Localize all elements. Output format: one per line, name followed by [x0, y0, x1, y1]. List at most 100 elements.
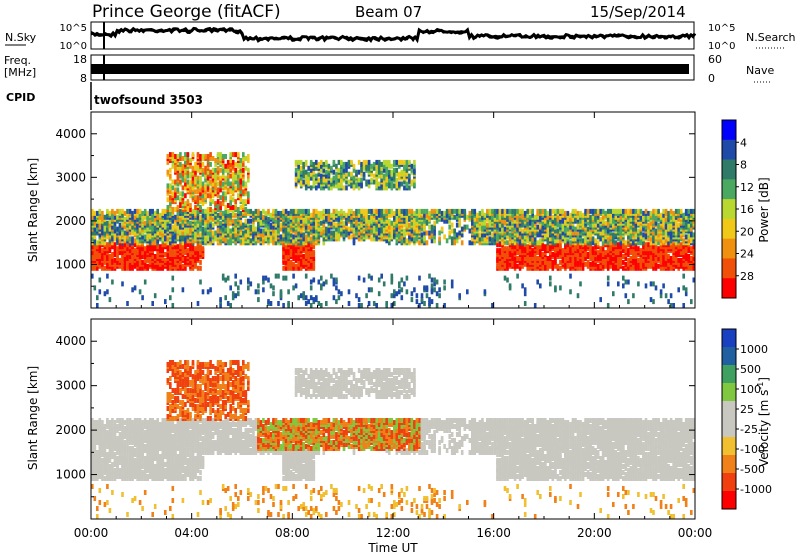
power-cell: [304, 234, 308, 240]
power-cell: [448, 224, 451, 230]
power-cell: [453, 240, 456, 246]
power-cell: [445, 218, 449, 224]
power-cell: [309, 285, 313, 291]
power-cell: [506, 277, 509, 283]
power-cell: [169, 189, 172, 195]
power-cell: [521, 259, 524, 265]
power-cell: [498, 242, 502, 248]
power-cell: [337, 159, 341, 165]
power-cell: [511, 208, 514, 214]
power-cell: [430, 232, 434, 238]
power-cell: [272, 216, 275, 222]
power-cell: [425, 212, 429, 218]
power-cell: [599, 216, 602, 222]
power-cell: [226, 177, 230, 183]
power-cell: [221, 273, 225, 279]
power-cell: [357, 303, 361, 308]
power-cell: [443, 234, 446, 240]
power-cell: [601, 228, 605, 234]
power-cell: [309, 167, 313, 173]
power-cell: [209, 230, 212, 236]
power-cell: [312, 161, 316, 167]
power-cell: [179, 179, 182, 185]
power-cell: [189, 193, 192, 199]
power-cell: [279, 234, 283, 240]
power-cell: [191, 185, 195, 191]
power-cell: [574, 216, 577, 222]
power-cell: [337, 210, 341, 216]
power-cell: [181, 210, 185, 216]
power-cell: [604, 257, 607, 263]
power-cell: [342, 185, 346, 191]
power-cell: [231, 185, 235, 191]
power-cell: [174, 154, 177, 159]
power-cell: [121, 244, 124, 250]
power-cell: [315, 218, 318, 224]
power-cell: [294, 159, 298, 165]
power-cell: [393, 293, 396, 299]
power-cell: [398, 216, 401, 222]
power-cell: [320, 210, 323, 216]
power-cell: [164, 242, 167, 248]
power-cell: [503, 246, 507, 252]
power-cell: [551, 240, 555, 246]
power-cell: [221, 181, 225, 187]
power-cell: [332, 295, 336, 301]
power-cell: [121, 230, 124, 236]
power-cell: [289, 265, 293, 271]
power-cell: [556, 242, 560, 248]
power-cell: [591, 236, 595, 242]
power-cell: [237, 193, 240, 199]
power-cell: [423, 218, 426, 224]
power-cell: [423, 230, 426, 236]
power-cell: [345, 212, 348, 218]
power-cell: [194, 210, 197, 216]
power-cell: [390, 163, 394, 169]
power-cell: [297, 250, 300, 256]
power-cell: [299, 165, 303, 171]
power-cell: [138, 212, 142, 218]
power-cell: [322, 281, 326, 287]
power-cell: [191, 179, 195, 185]
power-cell: [400, 181, 404, 187]
power-cell: [93, 210, 97, 216]
power-cell: [153, 254, 157, 259]
power-cell: [191, 208, 195, 214]
power-cell: [239, 158, 243, 163]
power-cell: [455, 214, 459, 220]
power-cell: [148, 232, 152, 238]
power-cell: [430, 283, 434, 289]
power-cell: [508, 214, 512, 220]
power-cell: [166, 197, 170, 203]
power-cell: [138, 289, 142, 295]
power-cell: [242, 199, 245, 205]
power-cell: [385, 224, 388, 230]
power-cell: [199, 226, 202, 232]
power-cell: [209, 222, 212, 228]
power-cell: [340, 159, 343, 165]
power-cell: [576, 261, 580, 267]
power-cell: [121, 212, 124, 218]
power-cell: [410, 208, 414, 214]
power-cell: [569, 216, 572, 222]
power-cell: [350, 181, 353, 187]
power-cell: [410, 232, 414, 238]
power-cell: [194, 224, 197, 230]
power-cell: [486, 238, 489, 244]
power-cell: [624, 256, 628, 261]
power-cell: [523, 261, 527, 267]
power-cell: [302, 173, 305, 179]
power-cell: [234, 232, 237, 238]
power-cell: [523, 301, 527, 306]
power-cell: [146, 216, 149, 222]
power-cell: [118, 263, 122, 269]
power-cell: [571, 261, 575, 267]
power-cell: [533, 214, 537, 220]
power-cell: [91, 273, 94, 279]
power-cell: [463, 208, 467, 214]
power-cell: [606, 281, 610, 287]
power-cell: [355, 208, 358, 214]
power-cell: [581, 256, 585, 261]
power-cell: [350, 222, 353, 228]
power-cell: [612, 291, 615, 297]
